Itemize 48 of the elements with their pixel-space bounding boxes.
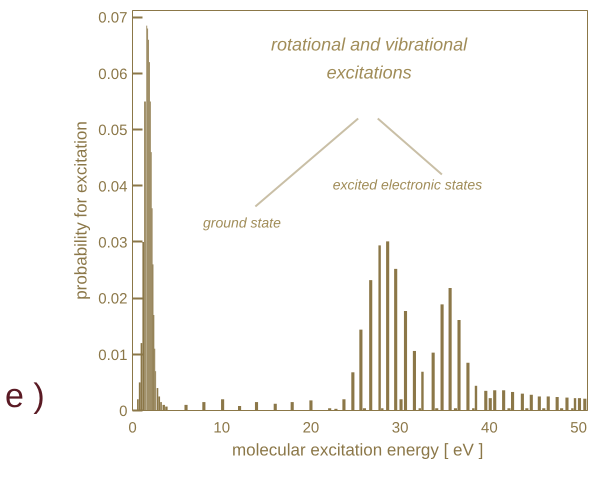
x-tick-label: 50 — [570, 420, 587, 436]
y-tick-label: 0.06 — [98, 66, 128, 83]
bar — [511, 392, 514, 410]
y-tick-label: 0.04 — [98, 178, 128, 196]
bar — [502, 390, 506, 410]
y-axis-title: probability for excitation — [71, 121, 90, 300]
bar — [530, 394, 533, 410]
bar — [221, 399, 224, 410]
x-tick-label: 20 — [302, 420, 320, 436]
bar — [457, 320, 461, 410]
bar — [404, 311, 408, 410]
bar — [421, 372, 424, 410]
annotation: excited electronic states — [332, 176, 482, 192]
y-tick-label: 0.05 — [98, 122, 128, 140]
bar — [254, 402, 258, 410]
bar — [162, 404, 165, 410]
bar — [342, 399, 346, 410]
bar — [202, 402, 206, 410]
x-tick-label: 40 — [481, 420, 498, 436]
y-tick-label: 0.03 — [98, 234, 128, 252]
bar — [386, 241, 390, 410]
bar — [165, 406, 168, 410]
bar — [378, 245, 381, 410]
text: e ) — [5, 376, 45, 417]
annotation: rotational and vibrational excitations — [271, 34, 468, 82]
y-tick-label: 0.01 — [98, 346, 128, 364]
bar — [440, 304, 444, 410]
bar — [359, 330, 362, 410]
x-tick-label: 30 — [392, 420, 408, 436]
bar — [412, 350, 416, 410]
bar — [351, 372, 354, 410]
bar — [432, 352, 435, 410]
bar — [274, 404, 277, 410]
bar — [394, 268, 398, 410]
bar — [578, 398, 582, 410]
bar — [565, 398, 569, 410]
y-tick-label: 0.07 — [98, 10, 128, 27]
y-tick-label: 0.02 — [98, 290, 128, 308]
bar — [309, 400, 312, 410]
bar — [556, 397, 559, 410]
x-tick-label: 10 — [213, 420, 230, 436]
bar — [290, 402, 294, 410]
y-tick-label: 0 — [119, 403, 128, 420]
x-axis-title: molecular excitation energy [ eV ] — [232, 440, 484, 460]
bar — [466, 362, 470, 410]
bar — [369, 280, 372, 410]
annotation: ground state — [203, 214, 282, 230]
bar — [448, 288, 452, 410]
